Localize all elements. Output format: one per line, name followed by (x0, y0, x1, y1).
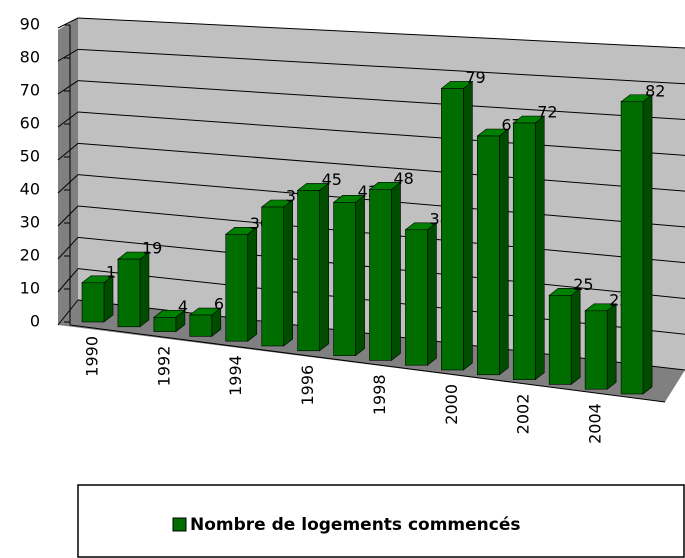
bar-side (463, 80, 473, 371)
bar-side (427, 222, 437, 366)
bar (153, 317, 177, 332)
grid-side (57, 236, 79, 260)
grid-side (57, 48, 79, 62)
grid-side (57, 205, 79, 227)
grid-side (57, 174, 79, 194)
bar (189, 314, 213, 337)
grid-line (77, 111, 685, 156)
bar (117, 258, 141, 328)
value-label: 45 (322, 170, 342, 189)
bar-side (103, 275, 114, 323)
x-tick-label: 1994 (226, 355, 245, 396)
bar (405, 229, 428, 366)
value-label: 6 (214, 295, 224, 314)
y-tick-label: 60 (20, 114, 40, 133)
value-label: 19 (142, 239, 162, 258)
y-tick-label: 90 (20, 15, 40, 34)
y-tick-label: 80 (20, 48, 40, 67)
x-tick-label: 2004 (586, 403, 605, 444)
bar (333, 202, 356, 356)
value-label: 4 (178, 297, 188, 316)
grid-side (57, 111, 79, 128)
bar-side (570, 287, 581, 386)
value-label: 72 (537, 102, 557, 121)
grid-line (77, 48, 685, 85)
y-tick-label: 20 (20, 246, 40, 265)
bar-side (247, 226, 258, 342)
x-tick-label: 1992 (154, 346, 173, 387)
x-tick-label: 1996 (298, 365, 317, 406)
y-tick-label: 30 (20, 213, 40, 232)
grid-side (57, 80, 79, 95)
x-tick-label: 2000 (442, 384, 461, 425)
grid-line (77, 80, 685, 121)
bar-side (283, 199, 293, 347)
bar (81, 282, 105, 323)
bar-side (355, 194, 365, 357)
bar (548, 294, 572, 385)
x-tick-label: 1998 (370, 374, 389, 415)
bar-side (139, 251, 150, 328)
grid-side (57, 17, 79, 29)
bar-side (606, 303, 617, 390)
bar (512, 122, 536, 380)
bar (477, 135, 500, 376)
value-label: 48 (394, 169, 414, 188)
y-tick-label: 40 (20, 180, 40, 199)
x-tick-label: 2002 (514, 394, 533, 435)
bar-side (319, 182, 329, 352)
grid-side (57, 142, 79, 161)
grid-line (77, 17, 685, 49)
bar-side (391, 181, 401, 362)
bar-side (642, 94, 653, 395)
y-tick-label: 70 (20, 81, 40, 100)
bar (441, 88, 464, 371)
x-tick-label: 1990 (83, 336, 102, 377)
y-tick-label: 10 (20, 279, 40, 298)
value-label: 25 (573, 275, 593, 294)
legend-label: Nombre de logements commencés (190, 515, 521, 535)
x-axis (69, 324, 666, 403)
grid-side (57, 268, 79, 293)
bar (620, 101, 644, 395)
value-label: 79 (465, 68, 485, 87)
value-label: 82 (645, 81, 665, 100)
bar-side (534, 115, 545, 381)
side-wall (58, 18, 78, 325)
grid-side (57, 299, 79, 326)
legend-swatch (172, 517, 187, 532)
y-tick-label: 0 (30, 312, 40, 331)
bar-side (499, 128, 509, 376)
bar (584, 310, 608, 390)
bar (369, 189, 392, 361)
bar (297, 190, 320, 352)
bar (261, 206, 284, 347)
bar (225, 233, 249, 342)
grid-line (77, 142, 685, 192)
y-tick-label: 50 (20, 147, 40, 166)
